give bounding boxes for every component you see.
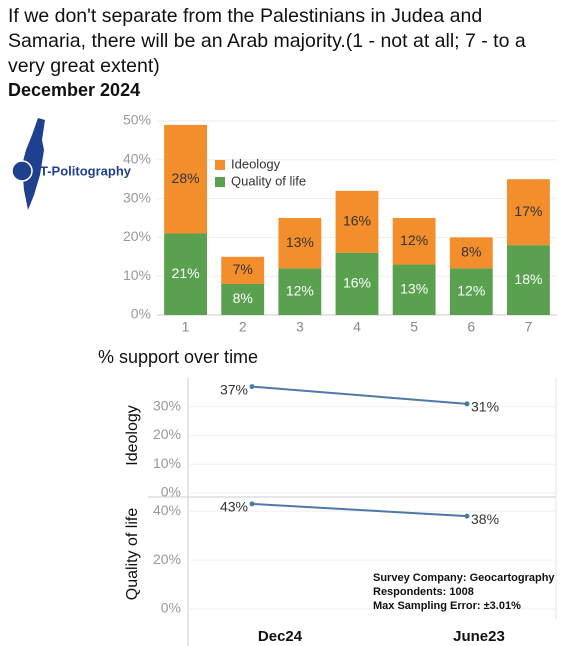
bar-segment bbox=[335, 190, 379, 253]
x-tick-label: Dec24 bbox=[258, 628, 303, 645]
y-tick-label: 40% bbox=[153, 502, 181, 518]
bar-segment bbox=[507, 245, 550, 315]
value-label: 8% bbox=[461, 244, 481, 260]
line bbox=[251, 385, 468, 405]
y-tick-label: 50% bbox=[123, 112, 151, 128]
bar-segment bbox=[278, 268, 322, 315]
point bbox=[464, 401, 470, 407]
legend-swatch bbox=[215, 177, 225, 187]
annotation: Respondents: 1008 bbox=[373, 586, 474, 598]
x-tick-label: 2 bbox=[239, 319, 247, 335]
y-tick-label: 20% bbox=[153, 551, 181, 567]
y-tick-label: 0% bbox=[131, 306, 151, 322]
value-label: 21% bbox=[172, 265, 200, 281]
point bbox=[249, 384, 255, 390]
value-label: 16% bbox=[343, 275, 371, 291]
value-label: 13% bbox=[286, 234, 314, 250]
y-tick-label: 10% bbox=[123, 267, 151, 283]
value-label: 37% bbox=[220, 381, 248, 397]
y-tick-label: 10% bbox=[153, 455, 181, 471]
y-tick-label: 30% bbox=[123, 189, 151, 205]
chart-title: % support over time bbox=[98, 347, 258, 367]
value-label: 13% bbox=[400, 280, 428, 296]
bar-segment bbox=[449, 268, 493, 315]
value-label: 7% bbox=[233, 261, 253, 277]
line bbox=[251, 502, 468, 518]
legend-label: Ideology bbox=[231, 156, 281, 171]
y-tick-label: 0% bbox=[161, 484, 181, 500]
legend-label: Quality of life bbox=[231, 173, 306, 188]
bar-segment bbox=[221, 256, 265, 284]
chart-subtitle: December 2024 bbox=[8, 80, 141, 100]
value-label: 16% bbox=[343, 213, 371, 229]
bar-segment bbox=[278, 218, 322, 269]
bar-segment bbox=[164, 124, 207, 234]
bar-segment bbox=[221, 283, 265, 315]
point bbox=[464, 513, 470, 519]
value-label: 8% bbox=[233, 290, 253, 306]
bar-segment bbox=[449, 237, 493, 269]
logo-map bbox=[22, 118, 45, 210]
value-label: 31% bbox=[471, 399, 499, 415]
value-label: 17% bbox=[514, 203, 542, 219]
y-tick-label: 40% bbox=[123, 151, 151, 167]
annotation: Max Sampling Error: ±3.01% bbox=[373, 600, 521, 612]
logo-icon bbox=[11, 160, 33, 182]
x-tick-label: 4 bbox=[353, 319, 361, 335]
point bbox=[249, 501, 255, 507]
x-tick-label: 6 bbox=[467, 319, 475, 335]
value-label: 43% bbox=[220, 499, 248, 515]
y-tick-label: 20% bbox=[153, 426, 181, 442]
value-label: 18% bbox=[514, 271, 542, 287]
value-label: 12% bbox=[400, 232, 428, 248]
bar-segment bbox=[392, 218, 436, 265]
x-tick-label: June23 bbox=[453, 628, 505, 645]
bar-segment bbox=[507, 179, 550, 246]
y-axis-label: Ideology bbox=[124, 405, 141, 466]
value-label: 12% bbox=[457, 282, 485, 298]
chart-title: If we don't separate from the Palestinia… bbox=[8, 5, 526, 77]
x-tick-label: 7 bbox=[525, 319, 533, 335]
annotation: Survey Company: Geocartography bbox=[373, 572, 555, 584]
y-tick-label: 0% bbox=[161, 600, 181, 616]
y-tick-label: 20% bbox=[123, 228, 151, 244]
x-tick-label: 1 bbox=[182, 319, 190, 335]
legend-swatch bbox=[215, 160, 225, 170]
x-tick-label: 3 bbox=[296, 319, 304, 335]
y-tick-label: 30% bbox=[153, 397, 181, 413]
bar-segment bbox=[335, 252, 379, 315]
y-axis-label: Quality of life bbox=[124, 508, 141, 601]
value-label: 38% bbox=[471, 511, 499, 527]
value-label: 28% bbox=[172, 170, 200, 186]
logo-text: T-Politography bbox=[40, 163, 132, 178]
bar-segment bbox=[392, 264, 436, 315]
bar-segment bbox=[164, 233, 207, 315]
x-tick-label: 5 bbox=[410, 319, 418, 335]
value-label: 12% bbox=[286, 282, 314, 298]
